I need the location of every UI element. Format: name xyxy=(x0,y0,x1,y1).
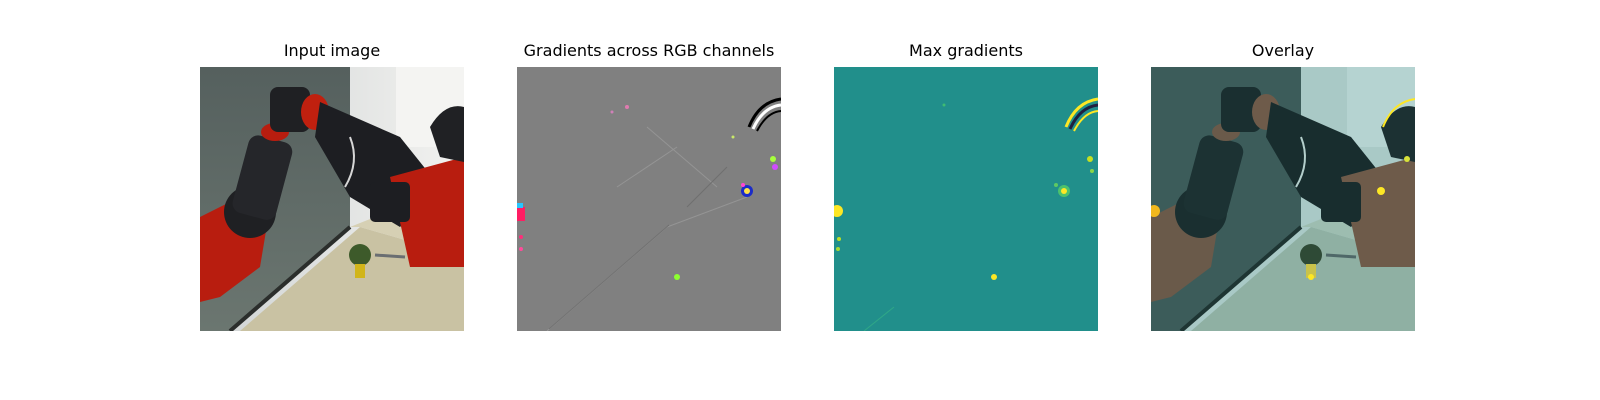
panel-title: Gradients across RGB channels xyxy=(523,41,775,60)
panel-title: Max gradients xyxy=(909,41,1023,60)
gradients-rgb-map xyxy=(517,67,781,331)
max-gradients-map xyxy=(834,67,1098,331)
input-photo xyxy=(200,67,464,331)
panel-title: Input image xyxy=(283,41,381,60)
panel-gradients-rgb: Gradients across RGB channels xyxy=(517,0,781,400)
panel-input-image: Input image xyxy=(200,0,464,400)
overlay-image xyxy=(1151,67,1415,331)
panel-overlay: Overlay xyxy=(1151,0,1415,400)
panel-max-gradients: Max gradients xyxy=(834,0,1098,400)
panel-title: Overlay xyxy=(1251,41,1315,60)
